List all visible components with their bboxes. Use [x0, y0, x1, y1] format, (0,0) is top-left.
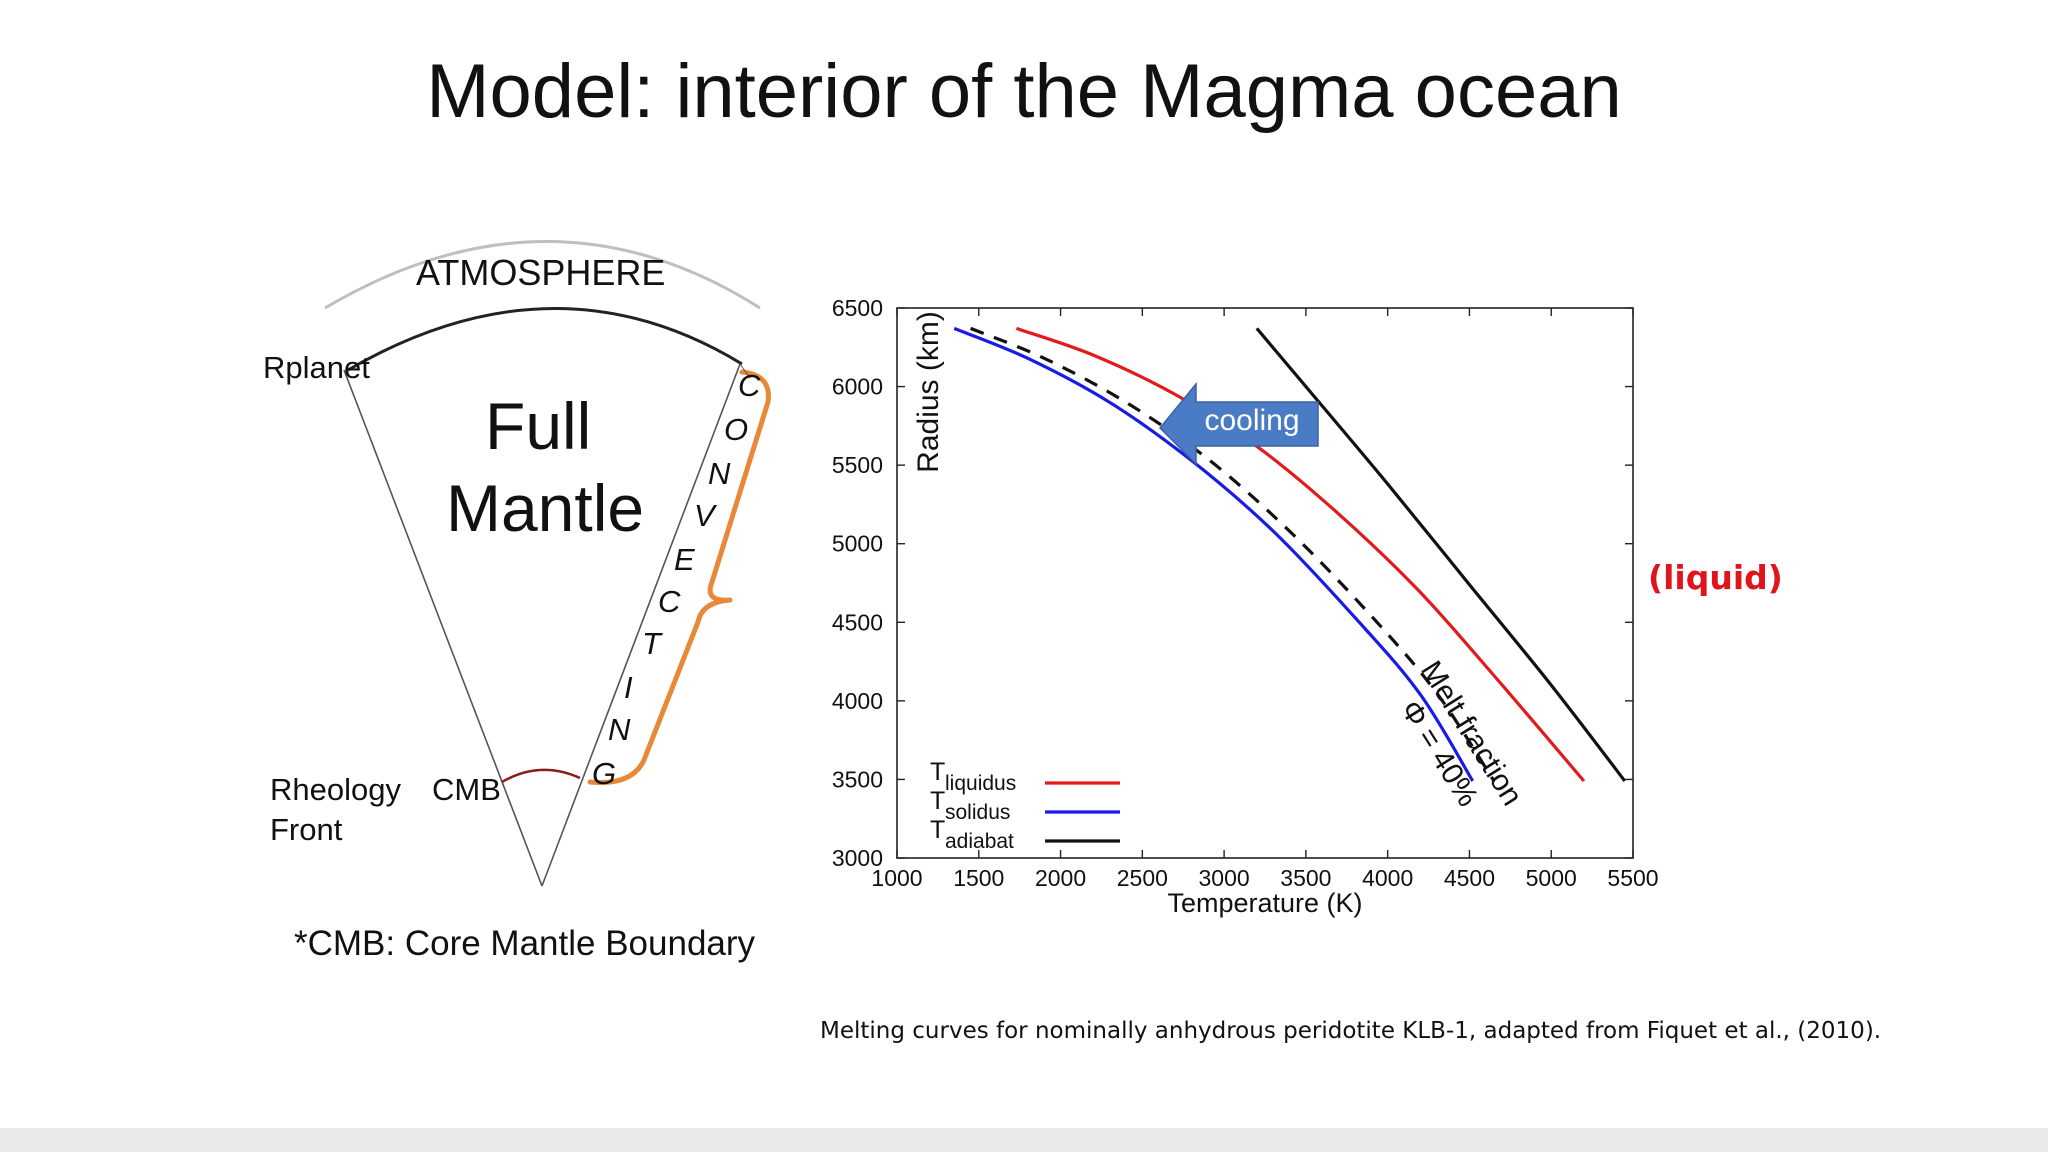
- convecting-letter: N: [608, 712, 631, 747]
- x-tick-label: 5000: [1526, 865, 1577, 891]
- legend-sub-solidus: solidus: [945, 801, 1010, 824]
- mantle-diagram: [324, 240, 771, 887]
- convecting-letter: O: [724, 412, 749, 447]
- y-tick-label: 4000: [832, 688, 883, 714]
- x-tick-label: 2000: [1035, 865, 1086, 891]
- full-label: Full: [485, 389, 592, 463]
- y-tick-label: 6000: [832, 374, 883, 400]
- footnote: *CMB: Core Mantle Boundary: [294, 924, 756, 963]
- x-axis-label: Temperature (K): [1167, 888, 1362, 918]
- rplanet-label: Rplanet: [263, 350, 370, 385]
- figure-caption: Melting curves for nominally anhydrous p…: [820, 1018, 1882, 1044]
- mantle-label: Mantle: [446, 471, 645, 545]
- convecting-letter: V: [694, 498, 715, 533]
- convecting-brace: [587, 369, 771, 786]
- y-axis-label: Radius (km): [912, 311, 945, 473]
- y-tick-label: 5500: [832, 452, 883, 478]
- convecting-letter: T: [642, 626, 661, 661]
- convecting-letter: G: [592, 756, 617, 791]
- y-tick-label: 3000: [832, 845, 883, 871]
- y-tick-label: 6500: [832, 295, 883, 321]
- cooling-label: cooling: [1204, 404, 1299, 437]
- x-tick-label: 1000: [871, 865, 922, 891]
- rplanet-pointer: [739, 363, 751, 379]
- legend-label-solidus: T: [930, 787, 945, 815]
- bottom-bar: [0, 1128, 2048, 1152]
- series-line-liquidus: [1015, 326, 1586, 783]
- front-label: Front: [270, 812, 343, 847]
- plot-frame: [896, 307, 1634, 859]
- slide-title: Model: interior of the Magma ocean: [426, 49, 1622, 134]
- atmosphere-arc: [324, 240, 761, 310]
- cooling-arrow: cooling: [1158, 381, 1319, 466]
- legend-label-liquidus: T: [930, 758, 945, 786]
- x-tick-label: 2500: [1117, 865, 1168, 891]
- cmb-label: CMB: [432, 772, 501, 807]
- melt-fraction-line: [969, 326, 1496, 782]
- atmosphere-label: ATMOSPHERE: [416, 252, 666, 293]
- convecting-letter: I: [624, 670, 633, 705]
- liquid-label: (liquid): [1648, 558, 1783, 597]
- convecting-letter: C: [658, 584, 681, 619]
- wedge-left-edge: [343, 369, 543, 887]
- wedge-right-edge: [541, 363, 741, 887]
- series-line-solidus: [953, 326, 1475, 782]
- legend-sub-adiabat: adiabat: [945, 830, 1014, 853]
- y-tick-label: 3500: [832, 766, 883, 792]
- melting-curves-chart: 1000 1500 2000 2500 3000 3500 4000 4500 5000 5500…: [832, 295, 1659, 918]
- x-tick-label: 3000: [1199, 865, 1250, 891]
- x-tick-label: 5500: [1607, 865, 1658, 891]
- rheology-front-arc: [501, 768, 581, 784]
- rheology-label: Rheology: [270, 772, 401, 807]
- convecting-letter: C: [738, 368, 761, 403]
- slide: Model: interior of the Magma ocean ATMOS…: [263, 49, 1882, 1044]
- planet-surface-arc: [347, 306, 743, 372]
- series-line-adiabat: [1255, 327, 1627, 782]
- convecting-letter: N: [708, 456, 731, 491]
- y-tick-label: 5000: [832, 531, 883, 557]
- x-tick-label: 1500: [953, 865, 1004, 891]
- x-tick-label: 4000: [1362, 865, 1413, 891]
- y-tick-label: 4500: [832, 609, 883, 635]
- convecting-letter: E: [674, 542, 695, 577]
- legend-label-adiabat: T: [930, 816, 945, 844]
- x-tick-label: 3500: [1280, 865, 1331, 891]
- x-tick-label: 4500: [1444, 865, 1495, 891]
- legend-sub-liquidus: liquidus: [945, 772, 1016, 795]
